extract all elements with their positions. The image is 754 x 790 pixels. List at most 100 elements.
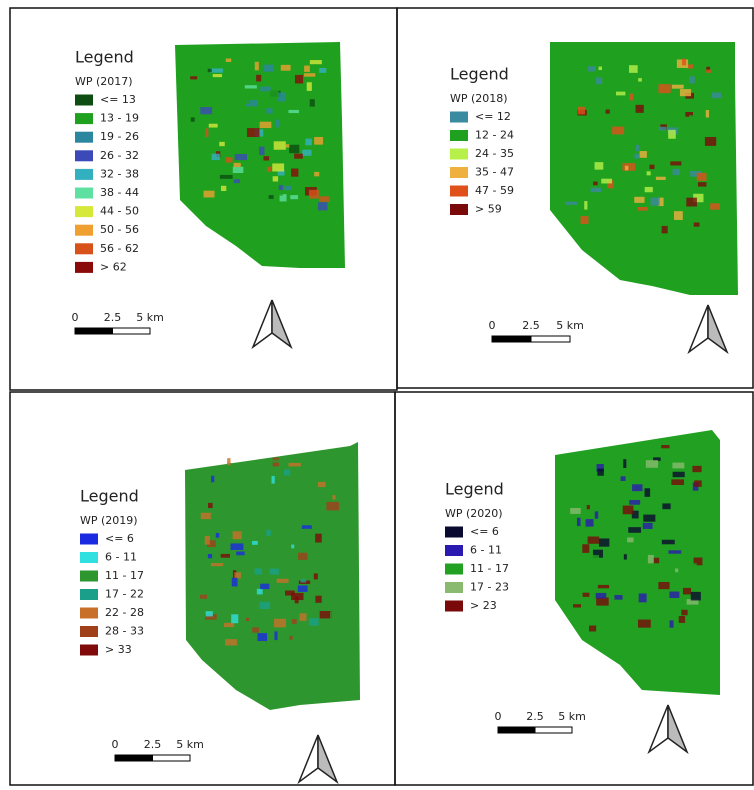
- map-patch: [650, 197, 659, 205]
- map-patch: [685, 563, 696, 567]
- map-patch: [201, 513, 212, 519]
- map-patch: [624, 554, 627, 559]
- map-patch: [257, 633, 267, 641]
- map-patch: [288, 503, 293, 510]
- map-patch: [318, 202, 327, 210]
- map-patch: [612, 127, 624, 135]
- map-patch: [580, 216, 588, 224]
- legend-swatch: [80, 534, 98, 545]
- map-patch: [614, 578, 622, 581]
- map-patch: [635, 154, 639, 159]
- map-patch: [644, 447, 648, 455]
- scale-label: 0: [72, 311, 79, 324]
- legend-title: Legend: [75, 48, 134, 67]
- map-patch: [315, 596, 321, 603]
- legend-swatch: [80, 552, 98, 563]
- map-patch: [319, 196, 330, 202]
- map-patch: [670, 161, 681, 165]
- map-patch: [284, 470, 291, 476]
- map-patch: [208, 554, 212, 558]
- north-arrow: [668, 705, 687, 752]
- scale-label: 0: [495, 710, 502, 723]
- legend-label: 32 - 38: [100, 167, 139, 180]
- scale-bar: [498, 727, 535, 733]
- legend-swatch: [445, 545, 463, 556]
- map-patch: [675, 568, 678, 572]
- legend-swatch: [450, 149, 468, 160]
- map-patch: [281, 65, 291, 71]
- legend-title: Legend: [450, 65, 509, 84]
- map-patch: [291, 169, 298, 177]
- map-patch: [662, 226, 668, 233]
- map-patch: [587, 505, 590, 509]
- legend-label: > 33: [105, 643, 132, 656]
- map-patch: [565, 202, 577, 205]
- north-arrow: [689, 305, 708, 352]
- map-patch: [269, 569, 278, 575]
- scale-bar: [113, 328, 151, 334]
- map-patch: [291, 545, 294, 549]
- map-patch: [234, 572, 241, 578]
- map-patch: [208, 503, 213, 508]
- map-patch: [596, 597, 609, 605]
- map-patch: [637, 576, 641, 584]
- legend-label: <= 13: [100, 93, 136, 106]
- scale-label: 0: [489, 319, 496, 332]
- map-patch: [279, 185, 283, 190]
- map-patch: [260, 584, 269, 589]
- legend-label: 6 - 11: [105, 551, 137, 564]
- map-patch: [277, 579, 289, 583]
- legend-swatch: [80, 589, 98, 600]
- map-patch: [670, 620, 674, 627]
- legend-swatch: [80, 645, 98, 656]
- map-patch: [621, 476, 626, 481]
- map-patch: [671, 479, 684, 485]
- map-patch: [595, 162, 604, 170]
- map-patch: [661, 445, 669, 448]
- legend-swatch: [80, 626, 98, 637]
- map-patch: [638, 620, 651, 628]
- map-patch: [623, 459, 626, 468]
- map-patch: [319, 68, 326, 73]
- map-patch: [204, 191, 215, 198]
- map-patch: [570, 508, 581, 514]
- map-patch: [299, 613, 306, 621]
- legend-swatch: [445, 564, 463, 575]
- map-patch: [662, 503, 670, 509]
- map-patch: [689, 115, 702, 121]
- map-patch: [689, 76, 694, 83]
- legend-swatch: [450, 186, 468, 197]
- map-patch: [288, 110, 299, 113]
- legend-subtitle: WP (2020): [445, 507, 503, 520]
- map-patch: [332, 495, 335, 499]
- legend-swatch: [75, 150, 93, 161]
- map-patch: [205, 128, 208, 136]
- map-patch: [210, 68, 223, 72]
- map-patch: [200, 107, 212, 114]
- map-patch: [639, 593, 647, 602]
- map-patch: [706, 70, 711, 73]
- map-patch: [656, 598, 662, 605]
- map-patch: [247, 128, 260, 137]
- map-patch: [260, 602, 270, 609]
- map-patch: [584, 201, 587, 209]
- map-patch: [302, 525, 312, 529]
- map-patch: [695, 208, 705, 214]
- map-patch: [219, 617, 224, 622]
- scale-label: 2.5: [104, 311, 122, 324]
- map-patch: [267, 167, 271, 172]
- map-patch: [627, 537, 633, 542]
- map-patch: [260, 122, 272, 128]
- map-patch: [582, 544, 589, 553]
- legend-subtitle: WP (2017): [75, 75, 133, 88]
- map-patch: [221, 186, 226, 191]
- legend-label: > 59: [475, 203, 502, 216]
- legend-swatch: [445, 527, 463, 538]
- map-patch: [710, 203, 720, 209]
- map-patch: [273, 176, 278, 181]
- map-patch: [309, 618, 319, 625]
- map-patch: [219, 142, 225, 146]
- map-patch: [590, 555, 599, 558]
- legend-label: <= 12: [475, 110, 511, 123]
- map-patch: [274, 631, 277, 640]
